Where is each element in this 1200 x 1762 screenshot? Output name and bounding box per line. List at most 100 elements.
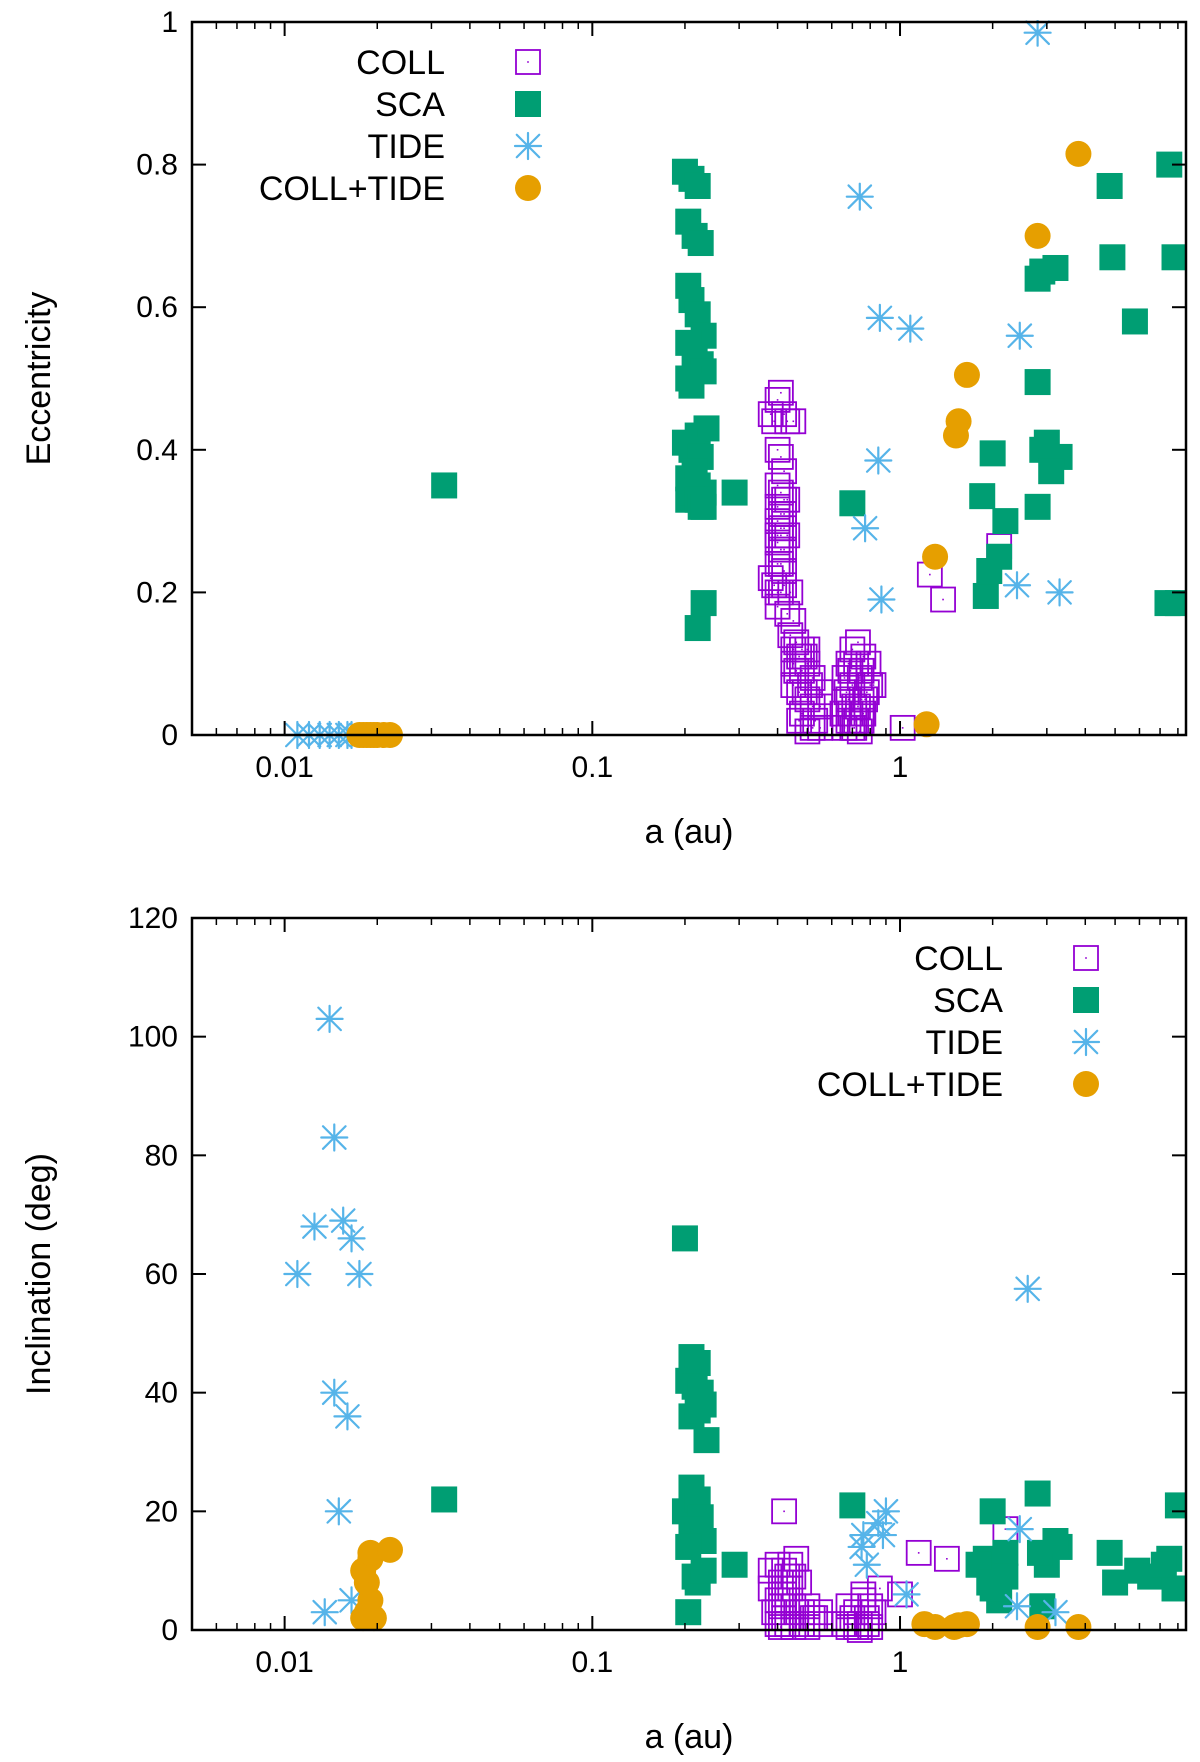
top-legend-entry-coll: COLL xyxy=(356,44,541,82)
top-point-tide xyxy=(1005,321,1034,350)
top-point-coll xyxy=(789,657,815,684)
bottom-point-tide xyxy=(329,1206,358,1235)
top-point-sca xyxy=(1099,244,1126,271)
bottom-point-coll xyxy=(866,1575,893,1602)
top-point-sca xyxy=(1024,369,1051,396)
top-point-coll xyxy=(780,650,807,677)
bottom-point-sca xyxy=(979,1498,1006,1525)
bottom-point-tide xyxy=(324,1497,353,1526)
top-point-coll-tide xyxy=(945,408,972,435)
top-legend-symbol xyxy=(515,91,541,117)
top-point-sca xyxy=(979,440,1006,467)
bottom-legend-marker-sca xyxy=(1073,987,1099,1013)
top-point-coll xyxy=(764,386,791,413)
bottom-point-sca xyxy=(1161,1575,1186,1602)
top-point-coll xyxy=(774,522,801,549)
bottom-point-coll xyxy=(905,1539,932,1566)
bottom-ytick-label: 40 xyxy=(145,1377,178,1410)
top-ytick-label: 0.2 xyxy=(136,576,178,609)
bottom-legend-symbol xyxy=(1073,987,1099,1013)
top-point-coll xyxy=(841,714,868,741)
top-point-coll xyxy=(845,629,871,656)
bottom-point-sca xyxy=(684,1397,711,1424)
bottom-legend-label-tide: TIDE xyxy=(926,1024,1003,1062)
bottom-point-coll xyxy=(767,1614,794,1640)
bottom-legend-symbol xyxy=(1071,1027,1101,1057)
top-ytick-label: 0.4 xyxy=(136,434,178,467)
bottom-point-tide xyxy=(847,1532,876,1562)
inclination-panel: 0 20 40 60 80 100 120 0.01 0.1 1 a (au) Inclinati… xyxy=(20,902,1188,1756)
top-point-coll xyxy=(771,458,797,485)
top-point-sca xyxy=(992,508,1019,535)
bottom-point-sca xyxy=(1042,1528,1069,1554)
bottom-ytick-label: 60 xyxy=(145,1258,178,1291)
top-point-tide xyxy=(1002,571,1032,600)
bottom-series-layer xyxy=(283,1004,1186,1643)
top-plot-frame xyxy=(190,20,1188,737)
top-point-coll xyxy=(839,636,866,663)
top-point-sca xyxy=(684,615,711,642)
top-point-sca xyxy=(684,172,711,199)
bottom-legend-marker-coll-tide xyxy=(1073,1071,1099,1097)
top-ytick-label: 0.6 xyxy=(136,291,178,324)
bottom-x-axis-label: a (au) xyxy=(645,1718,734,1756)
bottom-ytick-label: 0 xyxy=(161,1614,178,1647)
bottom-legend-entry-tide: TIDE xyxy=(926,1024,1101,1062)
top-point-tide xyxy=(865,303,894,332)
bottom-point-tide xyxy=(1013,1274,1042,1303)
top-point-coll xyxy=(786,707,813,734)
top-point-coll xyxy=(771,401,797,428)
top-point-coll-tide xyxy=(913,711,940,738)
top-point-coll xyxy=(791,679,818,706)
top-point-sca xyxy=(690,493,717,520)
top-point-coll xyxy=(794,650,821,677)
top-legend-symbol xyxy=(515,175,541,201)
bottom-xtick-label: 0.1 xyxy=(571,1646,613,1679)
bottom-legend-label-coll-tide: COLL+TIDE xyxy=(817,1066,1003,1104)
bottom-point-sca xyxy=(992,1563,1019,1590)
top-legend-entry-coll-tide: COLL+TIDE xyxy=(259,170,541,208)
top-xtick-label: 1 xyxy=(892,751,909,784)
top-point-sca xyxy=(1042,254,1069,281)
top-point-coll xyxy=(771,515,797,542)
top-point-coll xyxy=(789,700,815,727)
bottom-point-tide xyxy=(1041,1598,1070,1627)
top-legend-symbol xyxy=(515,49,541,75)
top-point-coll xyxy=(774,486,801,513)
top-point-coll xyxy=(846,718,873,745)
bottom-point-tide xyxy=(320,1378,349,1407)
top-point-coll xyxy=(757,401,784,428)
bottom-point-tide xyxy=(868,1520,898,1550)
bottom-legend-symbol xyxy=(1073,945,1099,971)
top-point-coll xyxy=(764,493,791,520)
bottom-point-coll-tide xyxy=(376,1536,403,1563)
bottom-point-coll xyxy=(850,1581,877,1608)
top-point-coll xyxy=(835,686,862,713)
top-point-coll xyxy=(780,408,807,435)
bottom-legend-label-coll: COLL xyxy=(914,940,1003,978)
bottom-point-sca xyxy=(721,1551,748,1578)
top-point-tide xyxy=(867,585,896,614)
top-point-sca xyxy=(1024,493,1051,520)
bottom-point-coll xyxy=(853,1611,880,1637)
top-point-coll xyxy=(771,501,797,527)
top-point-coll xyxy=(799,693,826,720)
bottom-point-tide xyxy=(871,1497,901,1526)
bottom-y-axis-label: Inclination (deg) xyxy=(20,1153,58,1395)
bottom-point-sca xyxy=(839,1492,866,1519)
bottom-point-tide xyxy=(315,1004,344,1033)
bottom-ytick-label: 120 xyxy=(128,902,178,935)
top-point-tide xyxy=(1045,578,1074,607)
bottom-legend-entry-coll-tide: COLL+TIDE xyxy=(817,1066,1099,1104)
top-point-coll xyxy=(767,379,794,406)
bottom-point-tide xyxy=(345,1259,374,1289)
top-point-coll xyxy=(757,565,784,592)
eccentricity-panel: 0 0.2 0.4 0.6 0.8 1 0.01 0.1 1 a (au) Eccentrici… xyxy=(20,6,1188,851)
bottom-point-sca xyxy=(1102,1569,1129,1596)
bottom-point-tide xyxy=(283,1259,312,1289)
top-series-layer xyxy=(283,20,1186,749)
top-point-coll xyxy=(850,700,877,727)
top-point-coll xyxy=(761,408,788,435)
top-point-sca xyxy=(1154,590,1181,617)
top-legend-marker-coll-tide xyxy=(515,175,541,201)
